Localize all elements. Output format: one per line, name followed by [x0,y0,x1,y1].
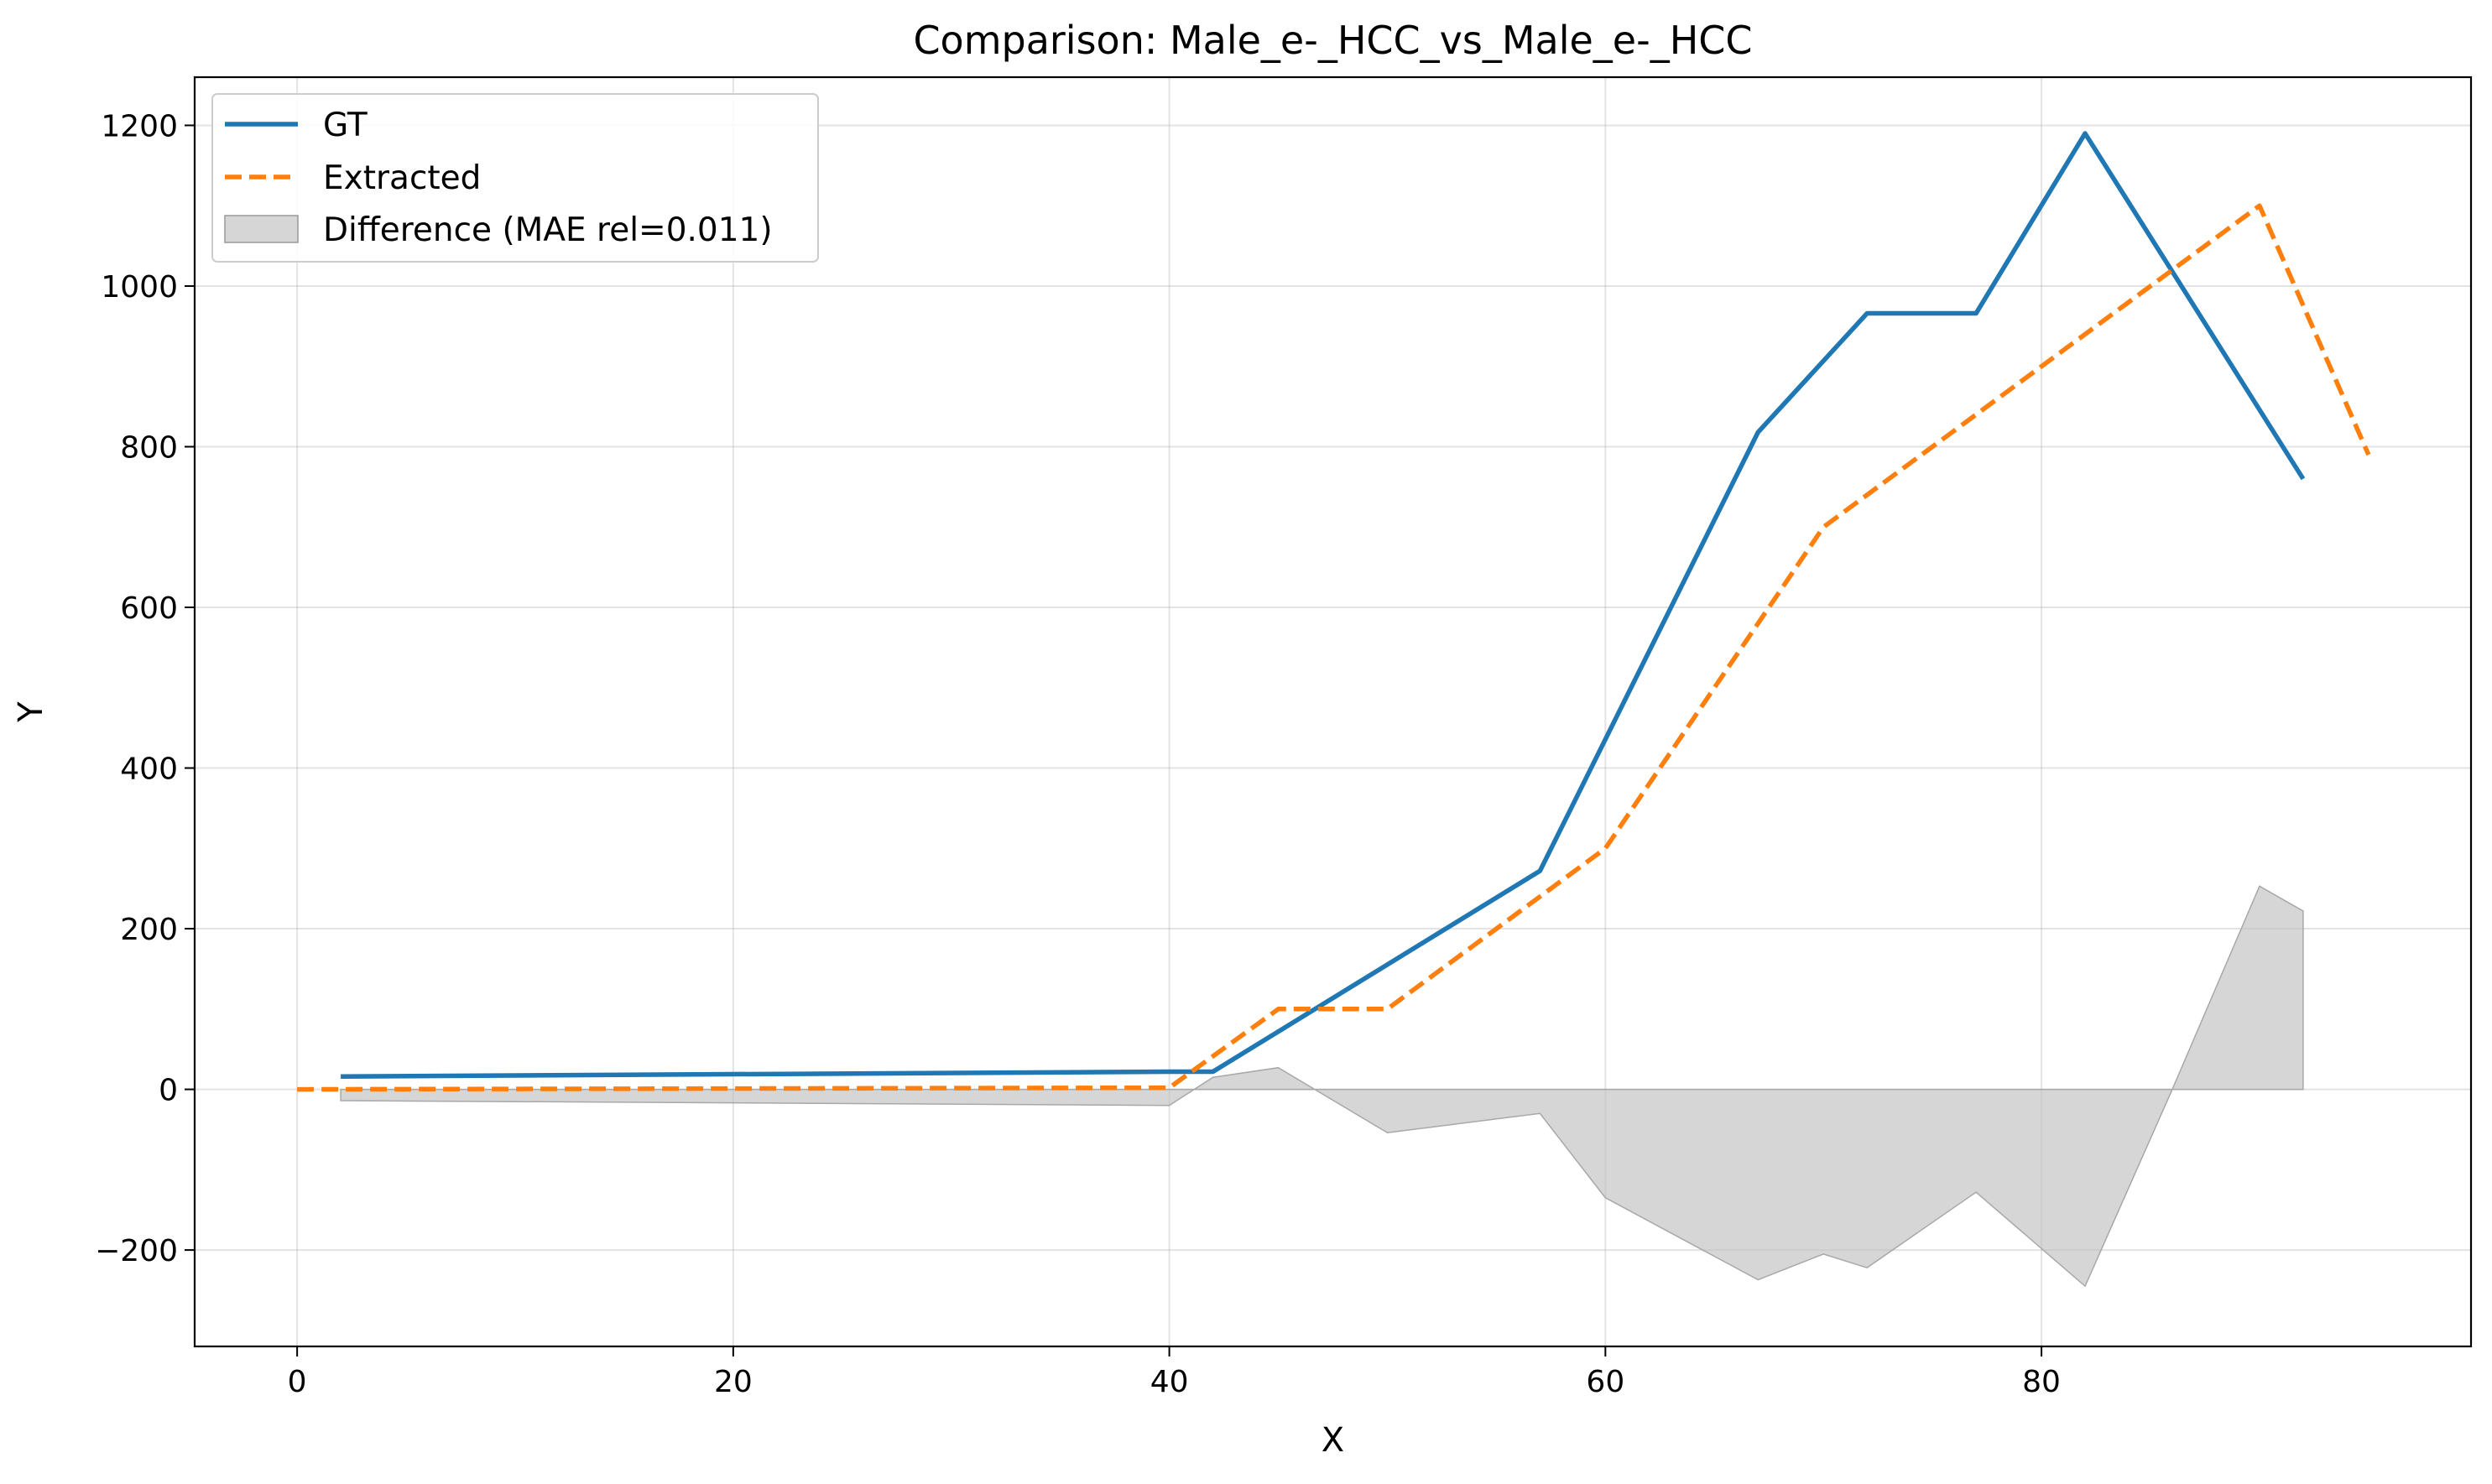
y-tick-label: 400 [120,752,178,787]
legend-swatch-difference [225,216,298,242]
x-tick-label: 80 [2022,1365,2061,1399]
x-axis-label: X [1322,1421,1344,1460]
legend-label-difference: Difference (MAE rel=0.011) [323,211,773,249]
y-axis-label: Y [12,701,50,723]
y-tick-label: 1200 [101,109,178,143]
y-tick-label: 0 [159,1074,178,1108]
x-tick-label: 60 [1586,1365,1624,1399]
y-tick-label: 200 [120,913,178,947]
x-tick-label: 0 [288,1365,307,1399]
y-tick-label: 800 [120,430,178,465]
legend: GT Extracted Difference (MAE rel=0.011) [212,94,818,262]
chart-title: Comparison: Male_e-_HCC_vs_Male_e-_HCC [913,18,1752,63]
x-tick-label: 20 [714,1365,753,1399]
legend-label-extracted: Extracted [323,159,481,197]
x-tick-label: 40 [1150,1365,1189,1399]
legend-label-gt: GT [323,107,368,144]
y-tick-label: 1000 [101,270,178,305]
y-tick-label: 600 [120,591,178,626]
y-tick-label: −200 [95,1234,178,1268]
